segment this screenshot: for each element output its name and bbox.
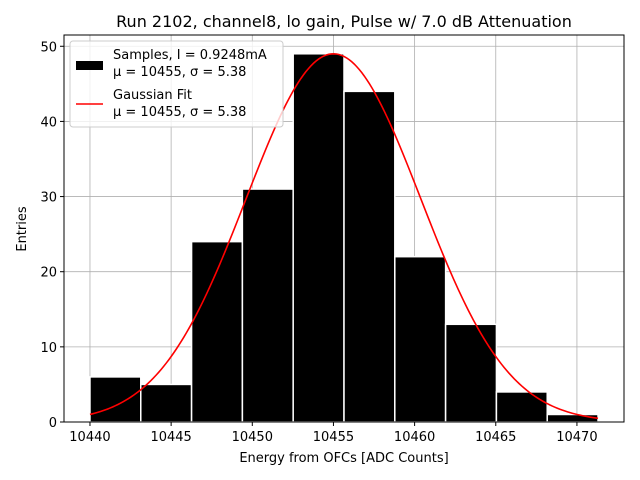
- x-tick-label-0: 10440: [69, 430, 110, 445]
- x-tick-label-4: 10460: [394, 430, 435, 445]
- x-axis-label: Energy from OFCs [ADC Counts]: [239, 451, 448, 466]
- y-tick-label-2: 20: [40, 266, 57, 281]
- histogram-bar-0: [89, 376, 142, 423]
- gaussian-fit-line: [89, 52, 599, 420]
- y-tick-label-3: 30: [40, 191, 57, 206]
- y-tick-label-5: 50: [40, 40, 57, 55]
- x-tick-label-1: 10445: [150, 430, 191, 445]
- histogram-bar-3: [241, 188, 294, 423]
- y-axis-ticks: 0 10 20 30 40 50: [40, 40, 64, 431]
- gaussian-fit-curve: [89, 52, 599, 420]
- legend-samples-swatch: [76, 61, 103, 70]
- histogram-bar-8: [495, 391, 548, 423]
- histogram-bar-4: [292, 53, 345, 423]
- legend-samples-stats: μ = 10455, σ = 5.38: [113, 65, 246, 80]
- histogram-bars: [89, 53, 599, 423]
- chart-title: Run 2102, channel8, lo gain, Pulse w/ 7.…: [116, 12, 572, 31]
- legend-box: [69, 40, 284, 128]
- histogram-bar-7: [444, 323, 498, 423]
- y-axis-label: Entries: [15, 206, 30, 252]
- x-axis-ticks: 10440 10445 10450 10455 10460 10465 10470: [69, 422, 598, 445]
- plot-frame: [63, 34, 625, 423]
- y-tick-label-0: 0: [49, 416, 57, 431]
- legend: Samples, I = 0.9248mA μ = 10455, σ = 5.3…: [69, 40, 284, 128]
- x-tick-label-3: 10455: [313, 430, 354, 445]
- x-tick-label-6: 10470: [556, 430, 597, 445]
- histogram-bar-9: [546, 413, 599, 423]
- x-tick-label-5: 10465: [475, 430, 516, 445]
- y-tick-label-1: 10: [40, 341, 57, 356]
- histogram-bar-5: [343, 90, 396, 423]
- legend-fit-label: Gaussian Fit: [113, 88, 192, 103]
- histogram-bar-1: [140, 383, 193, 423]
- histogram-bar-6: [394, 255, 447, 423]
- legend-samples-label: Samples, I = 0.9248mA: [113, 48, 267, 63]
- x-tick-label-2: 10450: [232, 430, 273, 445]
- y-tick-label-4: 40: [40, 115, 57, 130]
- legend-fit-stats: μ = 10455, σ = 5.38: [113, 105, 246, 120]
